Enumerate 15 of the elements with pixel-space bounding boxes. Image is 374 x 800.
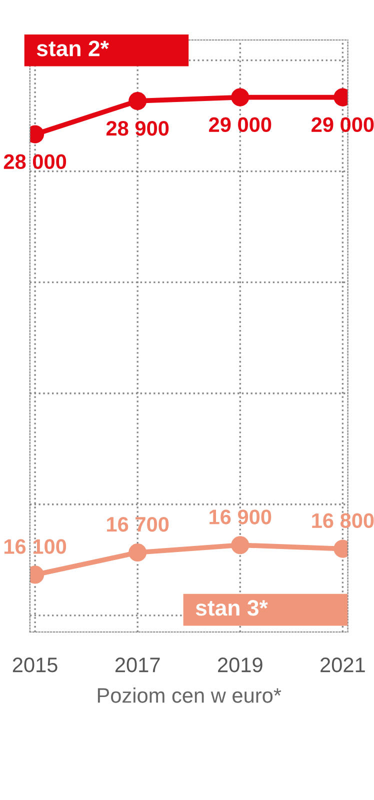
x-axis-title: Poziom cen w euro* <box>98 688 282 703</box>
x-tick-label: 2017 <box>115 658 160 672</box>
data-label: 28 900 <box>106 120 169 136</box>
series-label: stan 2* <box>36 40 109 56</box>
data-label: 29 000 <box>209 117 272 132</box>
data-label: 16 100 <box>4 539 66 554</box>
data-label: 29 000 <box>312 117 374 132</box>
data-label: 16 800 <box>312 513 374 528</box>
data-label: 16 700 <box>107 516 169 532</box>
data-label: 16 900 <box>210 510 272 524</box>
data-label: 28 000 <box>4 154 66 170</box>
x-tick-label: 2019 <box>218 658 262 672</box>
x-tick-label: 2015 <box>12 658 58 672</box>
x-tick-label: 2021 <box>320 658 365 672</box>
text: stan 3* <box>196 600 268 616</box>
